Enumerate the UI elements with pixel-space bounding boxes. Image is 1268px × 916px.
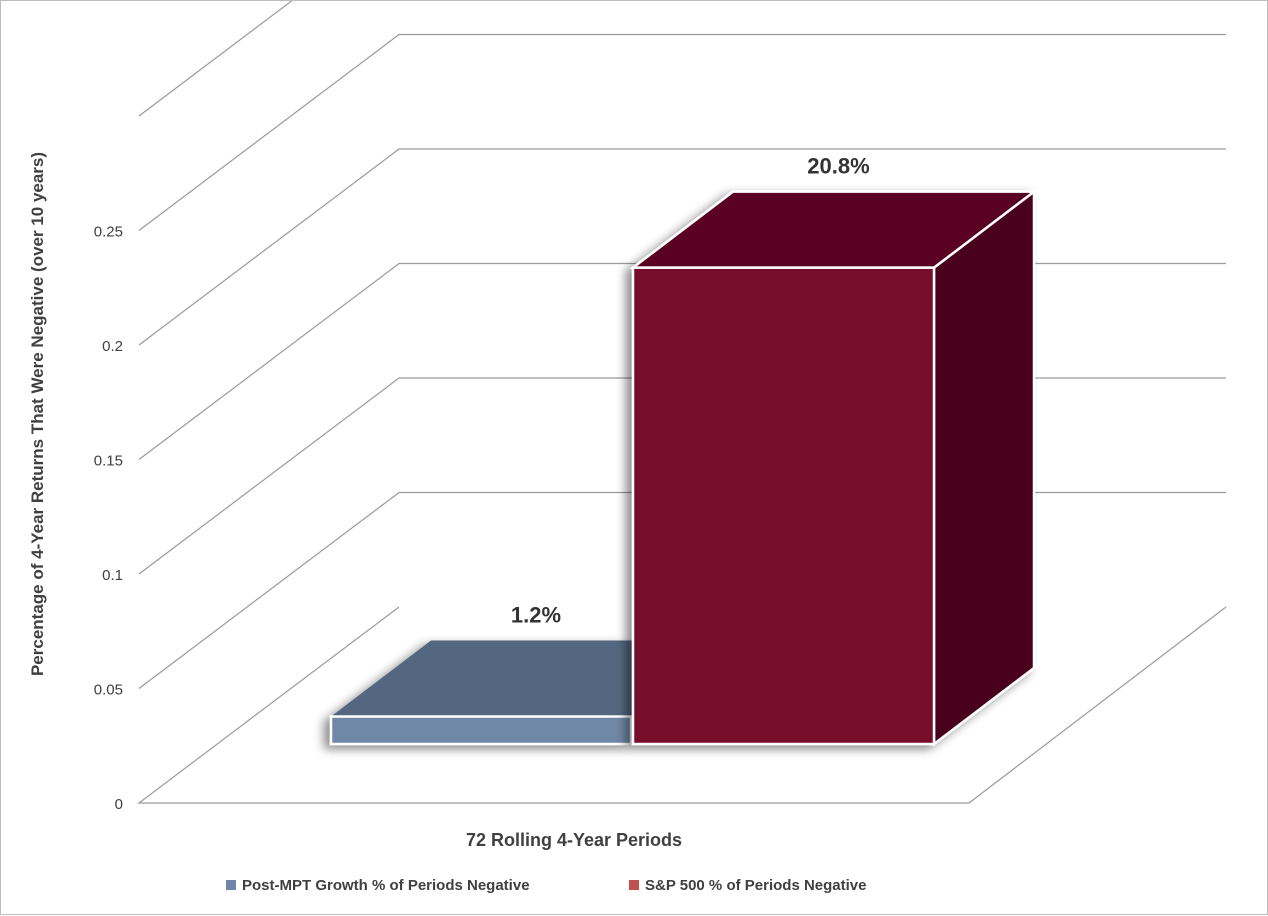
legend-label-sp500: S&P 500 % of Periods Negative	[645, 877, 866, 894]
bar-front-face	[631, 266, 936, 746]
legend: Post-MPT Growth % of Periods Negative S&…	[226, 877, 866, 894]
legend-swatch-post-mpt	[226, 880, 236, 890]
gridlines	[137, 1, 1227, 804]
gridline	[138, 148, 1226, 346]
bar-side-face	[932, 189, 1036, 747]
y-tick-label: 0.25	[94, 224, 123, 241]
y-tick-label: 0.15	[94, 453, 123, 470]
y-axis-label: Percentage of 4-Year Returns That Were N…	[28, 152, 47, 676]
y-tick-label: 0.2	[102, 338, 123, 355]
y-tick-label: 0.05	[94, 682, 123, 699]
bar-top-face	[331, 640, 731, 717]
data-labels: 1.2% 20.8%	[511, 154, 870, 628]
legend-label-post-mpt: Post-MPT Growth % of Periods Negative	[242, 877, 530, 894]
bar-sp500	[629, 189, 1038, 747]
bar-post-mpt	[329, 640, 731, 746]
data-label-post-mpt: 1.2%	[511, 603, 561, 628]
data-label-sp500: 20.8%	[807, 154, 869, 179]
legend-swatch-sp500	[629, 880, 639, 890]
y-tick-label: 0.1	[102, 567, 123, 584]
y-axis-ticks: 0 0.05 0.1 0.15 0.2 0.25	[94, 224, 123, 814]
x-axis-label: 72 Rolling 4-Year Periods	[466, 830, 682, 850]
y-tick-label: 0	[115, 796, 123, 813]
gridline	[138, 1, 293, 117]
bars	[329, 189, 1038, 747]
bar-front-face	[329, 715, 633, 746]
floor-outline	[137, 606, 1227, 804]
gridline	[138, 33, 1226, 231]
